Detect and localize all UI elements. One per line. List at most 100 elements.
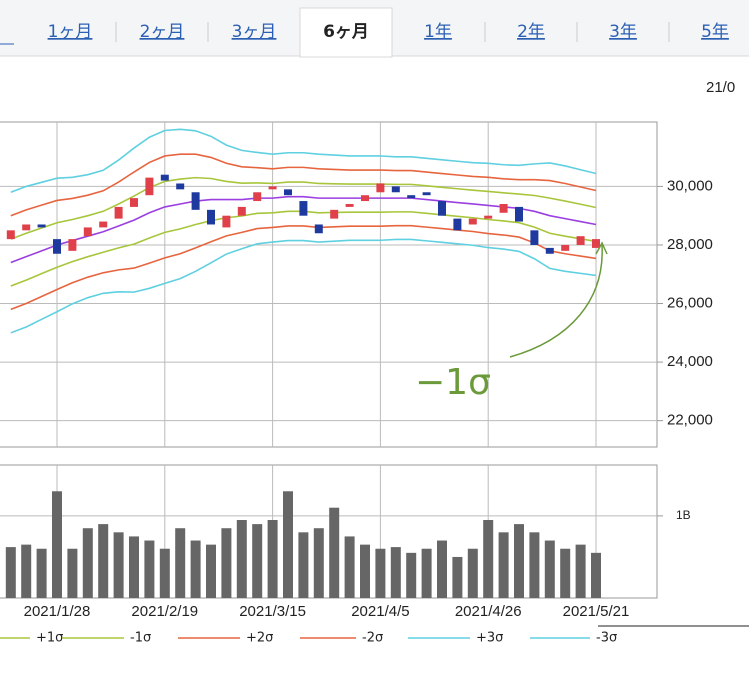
volume-bar (159, 548, 170, 598)
candle (53, 239, 61, 254)
volume-bar (360, 544, 370, 598)
band-line (10, 238, 597, 334)
x-tick-label: 2021/4/26 (455, 603, 522, 620)
candle (314, 224, 323, 234)
volume-bar (421, 548, 432, 598)
volume-bar (175, 528, 186, 598)
tab[interactable]: 3年 (609, 22, 637, 42)
candle (438, 201, 446, 216)
candle (130, 198, 138, 207)
volume-bar (514, 524, 524, 598)
band-line (10, 128, 597, 194)
x-tick-label: 2021/2/19 (131, 603, 198, 620)
candle (6, 230, 15, 240)
volume-bar (298, 532, 309, 598)
candle (191, 192, 200, 210)
candle (545, 247, 554, 254)
candle (391, 186, 400, 193)
annotation: −1σ (415, 362, 491, 403)
legend-label: -3σ (596, 631, 617, 646)
volume-bar (560, 548, 571, 598)
candle (83, 227, 92, 237)
tab[interactable]: 5年 (701, 22, 729, 42)
candle (176, 183, 185, 190)
legend-label: +1σ (36, 631, 63, 646)
y-tick-label: 22,000 (667, 412, 713, 429)
candle (376, 183, 385, 193)
candle (160, 174, 169, 181)
legend-label: -1σ (130, 631, 151, 646)
volume-bar (221, 528, 232, 598)
volume-bar (544, 540, 555, 598)
tab[interactable]: 2年 (517, 22, 545, 42)
candle (499, 203, 508, 213)
candle (407, 195, 416, 199)
volume-bar (283, 491, 293, 598)
volume-bar (206, 544, 216, 598)
volume-bar (252, 524, 263, 598)
candle (561, 244, 570, 251)
candle (592, 239, 600, 248)
candle (299, 201, 308, 216)
candle (422, 192, 431, 196)
y-tick-label: 28,000 (667, 236, 713, 253)
legend-label: +2σ (246, 631, 273, 646)
volume-bar (98, 524, 109, 598)
volume-bar (5, 547, 16, 598)
candle (22, 224, 31, 231)
candle (268, 186, 277, 190)
volume-frame (0, 464, 658, 599)
tab[interactable]: 2ヶ月 (140, 22, 185, 42)
y-tick-label: 26,000 (667, 295, 713, 312)
candle (145, 177, 154, 196)
volume-bar (437, 540, 447, 598)
volume-bar (591, 552, 601, 598)
volume-bar (467, 548, 478, 598)
x-tick-label: 2021/1/28 (24, 603, 91, 620)
candle (345, 203, 354, 207)
candle (284, 189, 292, 196)
volume-bar (113, 532, 124, 598)
candle (515, 206, 523, 222)
y-tick-label: 24,000 (667, 353, 713, 370)
y-tick-label: 30,000 (667, 177, 713, 194)
volume-bar (498, 532, 509, 598)
candle (253, 192, 262, 202)
volume-bar (452, 556, 463, 598)
tab[interactable]: 1ヶ月 (48, 22, 93, 42)
tab[interactable]: 6ヶ月 (323, 22, 369, 42)
band-line (10, 224, 597, 311)
x-tick-label: 2021/4/5 (351, 603, 409, 620)
annotation-arrowhead (595, 241, 608, 255)
candle (114, 206, 123, 219)
volume-bar (21, 544, 32, 598)
volume-bar (52, 491, 62, 598)
y-tick-label: 1B (676, 508, 691, 522)
volume-bar (129, 536, 139, 598)
price-frame (0, 121, 658, 448)
candle (99, 221, 108, 228)
x-tick-label: 2021/5/21 (563, 603, 630, 620)
date-label: 21/0 (706, 79, 735, 96)
volume-bar (313, 528, 324, 598)
candle (207, 209, 215, 225)
volume-bar (344, 536, 355, 598)
volume-bar (575, 544, 586, 598)
candle (222, 215, 231, 228)
tab[interactable]: 3ヶ月 (232, 22, 277, 42)
volume-bar (67, 548, 78, 598)
volume-bar (36, 548, 47, 598)
volume-bar (390, 547, 401, 598)
volume-bar (375, 548, 386, 598)
volume-bar (236, 520, 247, 598)
annotation-arrow (509, 244, 603, 358)
candle (330, 209, 339, 219)
candle (576, 236, 585, 245)
volume-bar (329, 507, 340, 598)
candle (453, 218, 462, 231)
candle (237, 206, 246, 216)
tab[interactable]: 1年 (424, 22, 452, 42)
legend-label: +3σ (476, 631, 503, 646)
volume-bar (267, 520, 278, 598)
